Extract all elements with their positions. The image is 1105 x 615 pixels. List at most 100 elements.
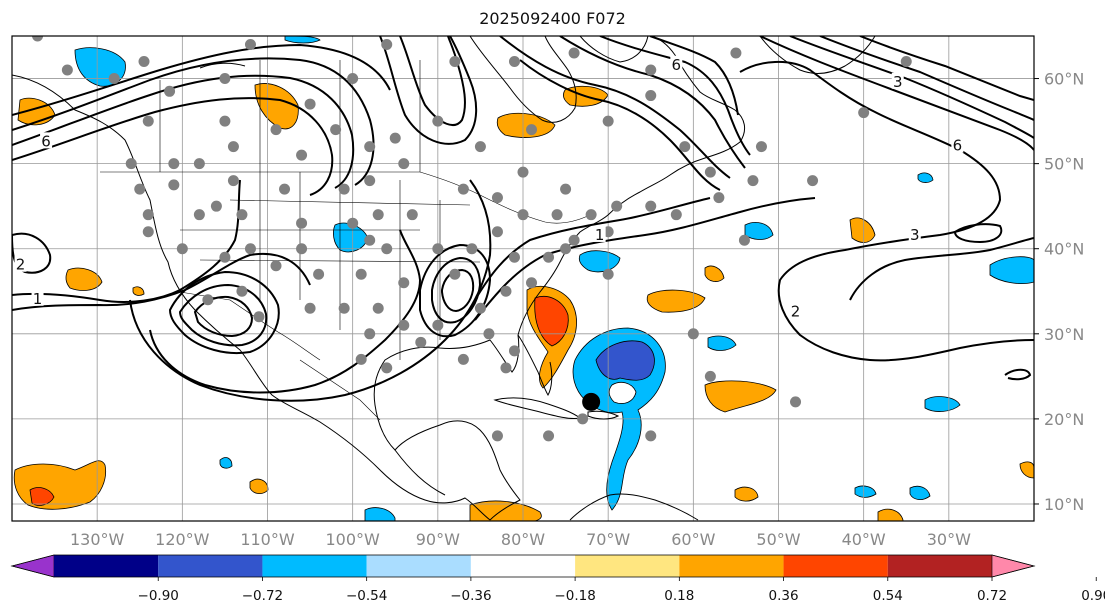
colorbar-segment [366,555,471,577]
longitude-label: 120°W [155,530,210,549]
shade-region [917,172,934,183]
colorbar-extend-low [10,554,55,578]
storm-center-marker [582,392,601,411]
colorbar-segment [470,555,576,577]
station-dot [670,209,682,221]
shade-region [704,265,725,282]
station-dot [304,98,316,110]
contour-line [399,36,466,126]
contour-line [431,256,482,324]
station-dot [355,353,367,365]
station-dot [355,268,367,280]
station-dot [508,56,520,68]
station-dot [219,73,231,85]
shade-region [924,396,961,412]
map-frame [11,35,1035,522]
contour-label-bg [789,302,802,319]
station-dot [364,175,376,187]
station-dot [432,115,444,127]
shade-region [219,457,233,469]
station-dot [704,166,716,178]
station-dot [164,85,176,97]
station-dot [474,302,486,314]
latitude-label: 30°N [1044,325,1084,344]
station-dot [227,141,239,153]
contour-line [649,36,739,116]
station-dot [244,243,256,255]
station-dot [747,175,759,187]
station-dot [449,268,461,280]
latitude-label: 60°N [1044,70,1084,89]
contour-label-bg [951,136,964,153]
station-dot [543,430,555,442]
longitude-label: 30°W [927,530,971,549]
contour-line [859,36,1034,101]
contour-label: 3 [910,226,920,244]
station-dot [202,294,214,306]
station-dot [568,47,580,59]
contour-line [12,179,241,303]
coastline-central-america-pacific [394,449,446,496]
border-state-6 [229,199,471,206]
longitude-label: 130°W [70,530,125,549]
station-dot [125,158,137,170]
station-dot [398,277,410,289]
latitude-label: 50°N [1044,155,1084,174]
station-dot [491,430,503,442]
station-dot [466,243,478,255]
colorbar-segment [262,555,367,577]
station-markers [32,36,912,442]
longitude-label: 110°W [240,530,295,549]
border-us-mexico [179,291,321,361]
colorbar: −0.90 −0.72 −0.54 −0.36 −0.18 0.18 0.36 0.54 0.7… [10,554,1105,604]
station-dot [372,209,384,221]
colorbar-label: 0.72 [977,588,1007,604]
station-dot [432,319,444,331]
colorbar-label: −0.54 [346,588,387,604]
contour-label-bg [908,225,921,242]
station-dot [491,192,503,204]
longitude-label: 90°W [416,530,460,549]
coastline-gulf [373,334,521,521]
station-dot [381,243,393,255]
station-dot [526,277,538,289]
station-dot [645,90,657,102]
station-dot [738,234,750,246]
contour-line [474,197,816,321]
shade-region [29,487,55,506]
shade-region [646,289,706,313]
latitude-label: 10°N [1044,495,1084,514]
contour-line [849,237,1034,301]
colorbar-segment [783,555,888,577]
contour-label-bg [670,55,683,72]
contour-label-bg [593,225,606,242]
station-dot [687,328,699,340]
station-dot [508,251,520,263]
contour-line [499,36,731,179]
station-dot [517,166,529,178]
shade-region [595,340,655,381]
shade-region [1019,461,1034,479]
station-dot [193,209,205,221]
contour-label-bg [891,72,904,89]
map-title: 2025092400 F072 [479,9,626,28]
station-dot [585,209,597,221]
station-dot [790,396,802,408]
coastline-south-america [569,493,699,521]
station-dot [219,115,231,127]
contour-line [12,57,375,186]
station-dot [142,226,154,238]
contour-line [12,97,334,196]
station-dot [645,430,657,442]
station-dot [381,39,393,51]
colorbar-segment [887,555,992,577]
shade-region [608,381,637,404]
colorbar-label: 0.54 [873,588,903,604]
station-dot [32,36,44,42]
colorbar-label: 0.36 [769,588,799,604]
station-dot [730,47,742,59]
contour-line [168,270,280,354]
contour-line [193,295,254,338]
station-dot [176,243,188,255]
station-dot [560,183,572,195]
